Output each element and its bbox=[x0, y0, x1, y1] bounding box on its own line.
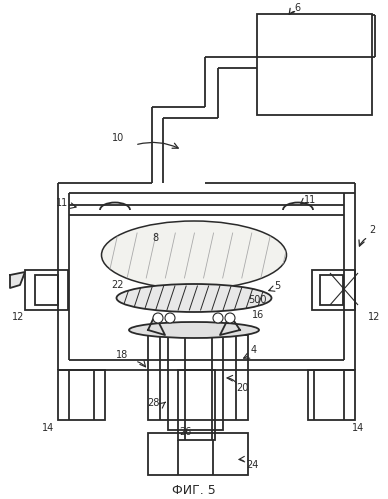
Text: 6: 6 bbox=[294, 3, 300, 13]
Text: 5: 5 bbox=[274, 281, 280, 291]
Circle shape bbox=[225, 313, 235, 323]
Text: 26: 26 bbox=[179, 427, 191, 437]
Ellipse shape bbox=[102, 221, 286, 289]
Bar bbox=[148, 335, 248, 420]
Text: 2: 2 bbox=[369, 225, 375, 235]
Text: 16: 16 bbox=[252, 310, 264, 320]
Text: 28: 28 bbox=[147, 398, 159, 408]
Text: 14: 14 bbox=[352, 423, 364, 433]
Text: 500: 500 bbox=[248, 295, 266, 305]
Circle shape bbox=[153, 313, 163, 323]
Text: 14: 14 bbox=[42, 423, 54, 433]
Bar bbox=[312, 270, 355, 310]
Text: 12: 12 bbox=[368, 312, 380, 322]
Ellipse shape bbox=[116, 284, 272, 312]
Text: 24: 24 bbox=[246, 460, 258, 470]
Polygon shape bbox=[148, 315, 165, 335]
Text: 4: 4 bbox=[251, 345, 257, 355]
Bar bbox=[35, 275, 58, 305]
Text: 11: 11 bbox=[56, 198, 68, 208]
Text: 10: 10 bbox=[112, 133, 124, 143]
Text: 20: 20 bbox=[236, 383, 248, 393]
Text: 8: 8 bbox=[152, 233, 158, 243]
Text: ФИГ. 5: ФИГ. 5 bbox=[172, 484, 216, 497]
Circle shape bbox=[165, 313, 175, 323]
Bar bbox=[148, 433, 248, 475]
Polygon shape bbox=[220, 315, 240, 335]
Bar bbox=[308, 370, 355, 420]
Text: 22: 22 bbox=[112, 280, 124, 290]
Bar bbox=[25, 270, 68, 310]
Polygon shape bbox=[10, 272, 25, 288]
Ellipse shape bbox=[129, 322, 259, 338]
Circle shape bbox=[213, 313, 223, 323]
Bar bbox=[320, 275, 343, 305]
Text: 11: 11 bbox=[304, 195, 316, 205]
Bar bbox=[257, 14, 372, 115]
Text: 12: 12 bbox=[12, 312, 24, 322]
Text: 18: 18 bbox=[116, 350, 128, 360]
Bar bbox=[58, 370, 105, 420]
Bar bbox=[178, 370, 215, 440]
Bar bbox=[168, 335, 223, 430]
